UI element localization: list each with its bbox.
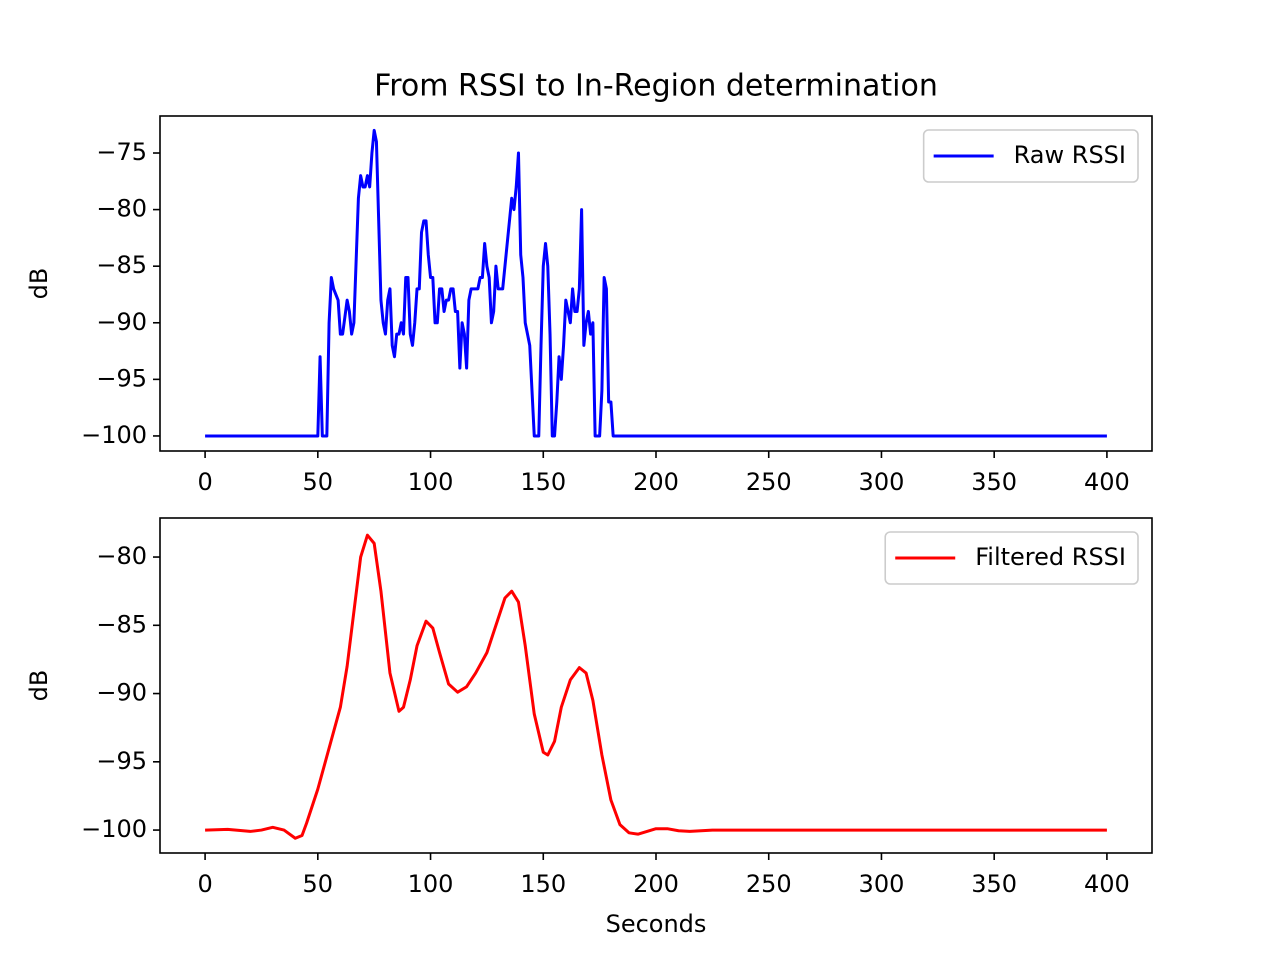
x-tick-label: 350 bbox=[971, 870, 1017, 898]
x-tick-label: 300 bbox=[859, 468, 905, 496]
x-tick-label: 300 bbox=[859, 870, 905, 898]
x-tick-label: 50 bbox=[303, 468, 334, 496]
x-tick-label: 400 bbox=[1084, 468, 1130, 496]
axes-frame bbox=[159, 115, 1153, 452]
data-line bbox=[205, 533, 1107, 840]
x-tick-label: 100 bbox=[408, 468, 454, 496]
y-axis-label: dB bbox=[25, 670, 53, 702]
data-line bbox=[205, 128, 1107, 438]
x-tick-label: 100 bbox=[408, 870, 454, 898]
y-tick-label: −90 bbox=[96, 679, 147, 707]
y-tick-label: −95 bbox=[96, 747, 147, 775]
legend-label: Raw RSSI bbox=[1014, 141, 1126, 169]
legend-label: Filtered RSSI bbox=[975, 543, 1126, 571]
y-tick-label: −100 bbox=[81, 421, 147, 449]
legend-box bbox=[884, 531, 1139, 585]
y-tick-label: −75 bbox=[96, 138, 147, 166]
x-tick-label: 250 bbox=[746, 468, 792, 496]
x-tick-label: 200 bbox=[633, 870, 679, 898]
x-axis-label: Seconds bbox=[606, 910, 707, 938]
x-tick-label: 0 bbox=[197, 870, 212, 898]
legend-box bbox=[922, 129, 1139, 183]
y-tick-label: −80 bbox=[96, 542, 147, 570]
x-tick-label: 50 bbox=[303, 870, 334, 898]
x-tick-label: 250 bbox=[746, 870, 792, 898]
x-tick-label: 400 bbox=[1084, 870, 1130, 898]
x-tick-label: 150 bbox=[520, 870, 566, 898]
y-tick-label: −85 bbox=[96, 610, 147, 638]
y-tick-label: −95 bbox=[96, 364, 147, 392]
y-axis-label: dB bbox=[25, 268, 53, 300]
x-tick-label: 150 bbox=[520, 468, 566, 496]
y-tick-label: −80 bbox=[96, 195, 147, 223]
axes-frame bbox=[159, 517, 1153, 854]
y-tick-label: −85 bbox=[96, 251, 147, 279]
y-tick-label: −90 bbox=[96, 308, 147, 336]
x-tick-label: 200 bbox=[633, 468, 679, 496]
chart-title: From RSSI to In-Region determination bbox=[374, 69, 938, 104]
x-tick-label: 0 bbox=[197, 468, 212, 496]
x-tick-label: 350 bbox=[971, 468, 1017, 496]
y-tick-label: −100 bbox=[81, 815, 147, 843]
